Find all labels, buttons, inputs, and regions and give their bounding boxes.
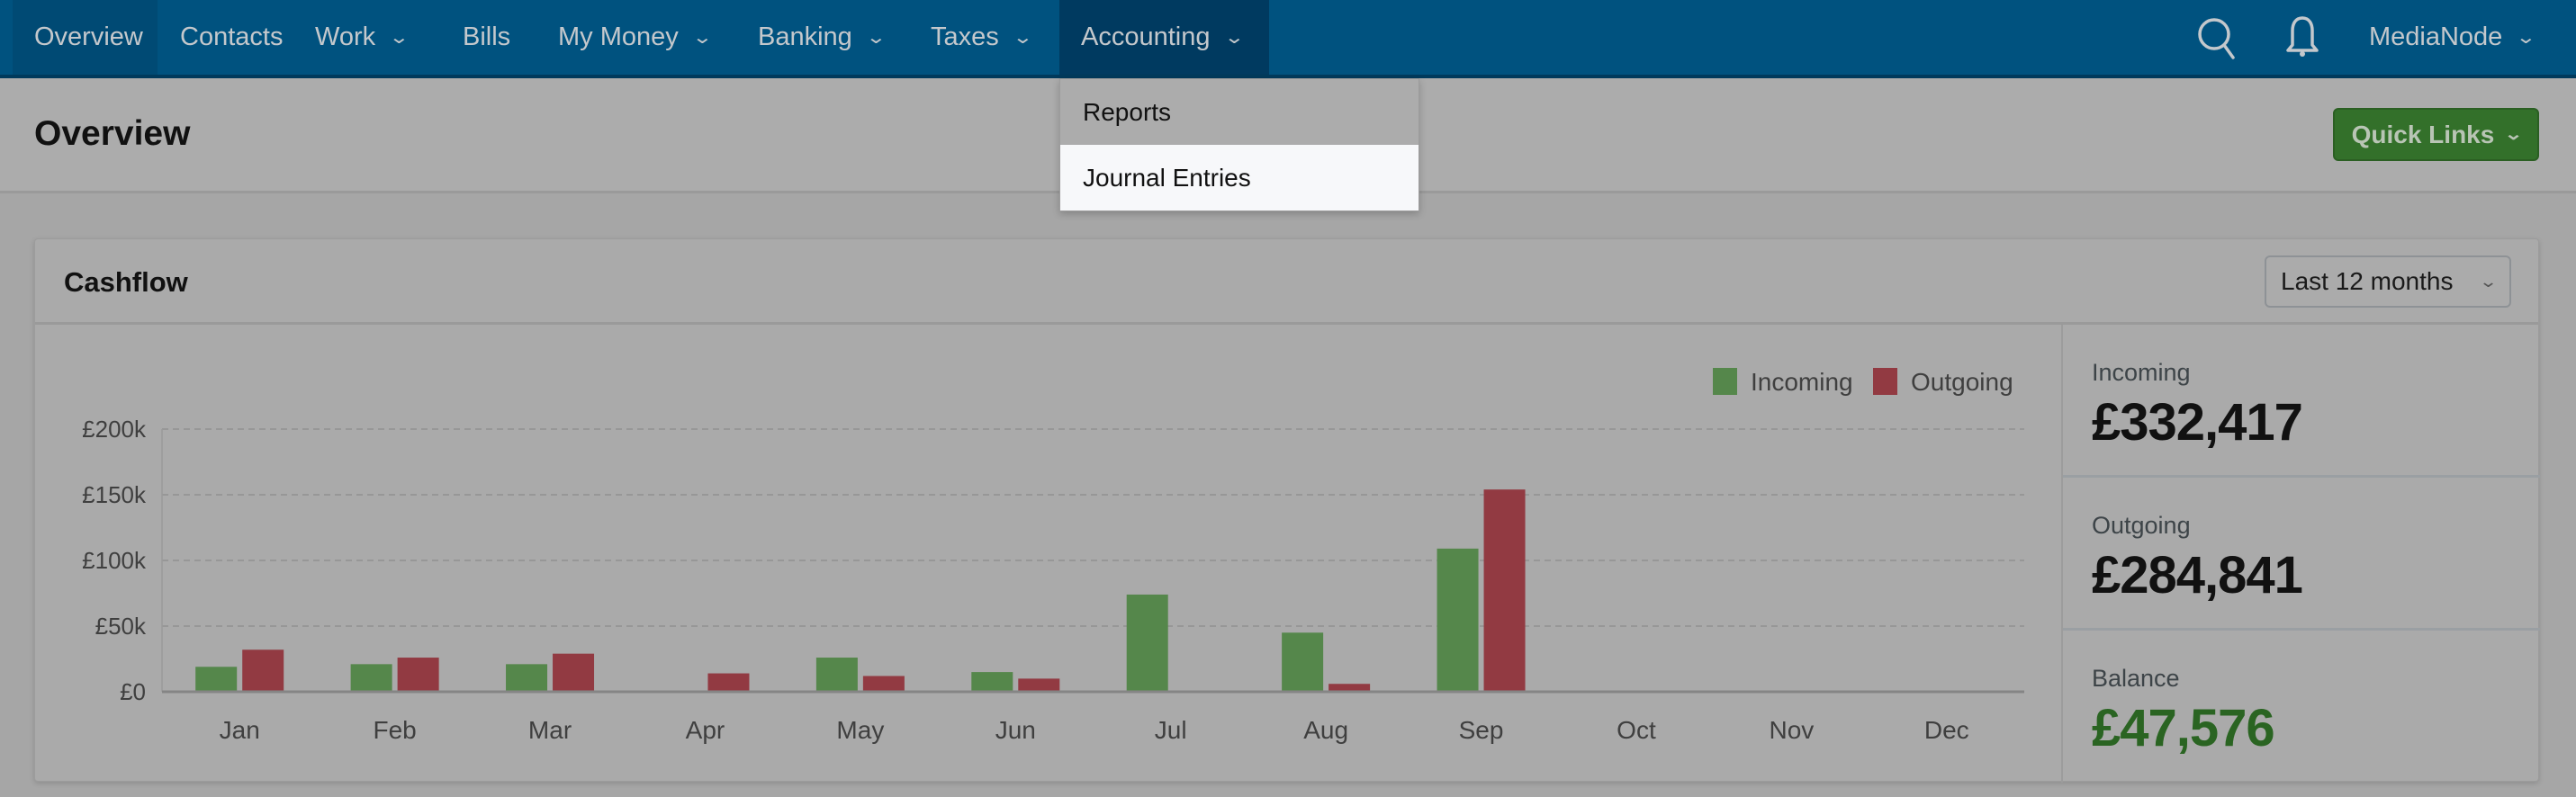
x-tick-label: Sep: [1459, 716, 1504, 744]
card-title: Cashflow: [64, 266, 188, 298]
x-tick-label: Feb: [374, 716, 417, 744]
period-value: Last 12 months: [2281, 267, 2454, 295]
chevron-down-icon: ⌄: [2504, 125, 2524, 143]
nav-item-work[interactable]: Work ⌄: [293, 0, 428, 75]
y-tick-label: £200k: [82, 416, 147, 443]
x-tick-label: Oct: [1617, 716, 1656, 744]
bar-incoming: [506, 664, 548, 692]
stat-label: Outgoing: [2092, 512, 2191, 539]
stat-value: £332,417: [2092, 393, 2303, 452]
nav-item-bills[interactable]: Bills: [441, 0, 532, 75]
stat-value: £47,576: [2092, 699, 2275, 757]
nav-item-taxes[interactable]: Taxes ⌄: [909, 0, 1052, 75]
y-tick-label: £100k: [82, 547, 147, 574]
y-tick-label: £0: [120, 678, 146, 705]
bar-incoming: [350, 664, 392, 692]
nav-label: Taxes: [931, 22, 999, 51]
bar-outgoing: [1018, 678, 1060, 692]
x-tick-label: Apr: [686, 716, 725, 744]
menu-item-journal-entries[interactable]: Journal Entries: [1060, 145, 1419, 210]
menu-item-reports[interactable]: Reports: [1083, 97, 1172, 126]
nav-label: Contacts: [180, 22, 284, 51]
nav-label: Accounting: [1081, 22, 1211, 51]
chevron-down-icon: ⌄: [1012, 28, 1033, 48]
bar-incoming: [195, 667, 238, 692]
nav-item-banking[interactable]: Banking ⌄: [736, 0, 905, 75]
bar-incoming: [971, 672, 1013, 692]
outgoing-stat: Outgoing £284,841: [2063, 478, 2540, 631]
bar-outgoing: [1483, 489, 1526, 692]
bar-incoming: [815, 658, 858, 692]
account-name: MediaNode: [2369, 22, 2503, 51]
chevron-down-icon: ⌄: [865, 28, 887, 48]
cashflow-chart: £0 £50k £100k £150k £200k Jan Feb Mar Apr May Jun J…: [82, 368, 2024, 744]
chevron-down-icon: ⌄: [691, 28, 713, 48]
nav-label: Banking: [758, 22, 852, 51]
quick-links-label: Quick Links: [2351, 120, 2495, 148]
bar-incoming: [1437, 548, 1479, 692]
x-tick-label: Dec: [1924, 716, 1969, 744]
x-tick-label: Jul: [1155, 716, 1187, 744]
bar-outgoing: [707, 673, 750, 692]
card-header: Cashflow Last 12 months ⌄: [35, 239, 2538, 325]
page-title: Overview: [34, 114, 191, 153]
nav-label: My Money: [558, 22, 679, 51]
chevron-down-icon: ⌄: [388, 28, 410, 48]
search-icon[interactable]: [2193, 13, 2243, 63]
x-tick-label: Mar: [528, 716, 572, 744]
x-tick-label: Jun: [995, 716, 1036, 744]
bar-incoming: [1282, 632, 1324, 692]
bar-outgoing: [553, 653, 595, 692]
nav-label: Bills: [463, 22, 511, 51]
period-select[interactable]: Last 12 months ⌄: [2265, 255, 2511, 308]
nav-item-overview[interactable]: Overview: [13, 0, 158, 75]
quick-links-button[interactable]: Quick Links ⌄: [2333, 108, 2539, 161]
bar-outgoing: [862, 676, 905, 692]
bell-icon[interactable]: [2277, 13, 2328, 63]
cashflow-card: Cashflow Last 12 months ⌄ £0 £50k £100k £150…: [34, 238, 2540, 783]
y-tick-label: £150k: [82, 481, 147, 508]
nav-item-my-money[interactable]: My Money ⌄: [536, 0, 732, 75]
summary-panel: Incoming £332,417 Outgoing £284,841 Balanc…: [2061, 325, 2540, 783]
nav-label: Work: [315, 22, 376, 51]
top-nav: Overview Contacts Work ⌄ Bills My Money ⌄ Banki…: [0, 0, 2576, 78]
legend-swatch-incoming: [1713, 368, 1737, 395]
legend-swatch-outgoing: [1873, 368, 1897, 395]
chevron-down-icon: ⌄: [2478, 272, 2499, 291]
bar-outgoing: [242, 649, 284, 692]
bar-outgoing: [397, 658, 439, 692]
bar-outgoing: [1329, 684, 1371, 692]
legend-label: Incoming: [1751, 368, 1853, 396]
stat-label: Balance: [2092, 665, 2180, 692]
legend-label: Outgoing: [1911, 368, 2013, 396]
stat-value: £284,841: [2092, 546, 2303, 604]
chevron-down-icon: ⌄: [2515, 28, 2537, 48]
nav-item-contacts[interactable]: Contacts: [158, 0, 304, 75]
incoming-stat: Incoming £332,417: [2063, 325, 2540, 478]
stat-label: Incoming: [2092, 359, 2191, 386]
x-tick-label: Aug: [1303, 716, 1348, 744]
balance-stat: Balance £47,576: [2063, 631, 2540, 784]
account-menu[interactable]: MediaNode ⌄: [2347, 0, 2555, 75]
x-tick-label: Nov: [1769, 716, 1814, 744]
nav-item-accounting[interactable]: Accounting ⌄: [1059, 0, 1269, 75]
x-tick-label: May: [836, 716, 884, 744]
y-tick-label: £50k: [95, 613, 147, 640]
x-tick-label: Jan: [220, 716, 260, 744]
chevron-down-icon: ⌄: [1223, 28, 1245, 48]
nav-label: Overview: [34, 22, 143, 51]
accounting-dropdown: Reports Journal Entries: [1059, 78, 1419, 211]
bar-incoming: [1126, 594, 1168, 692]
